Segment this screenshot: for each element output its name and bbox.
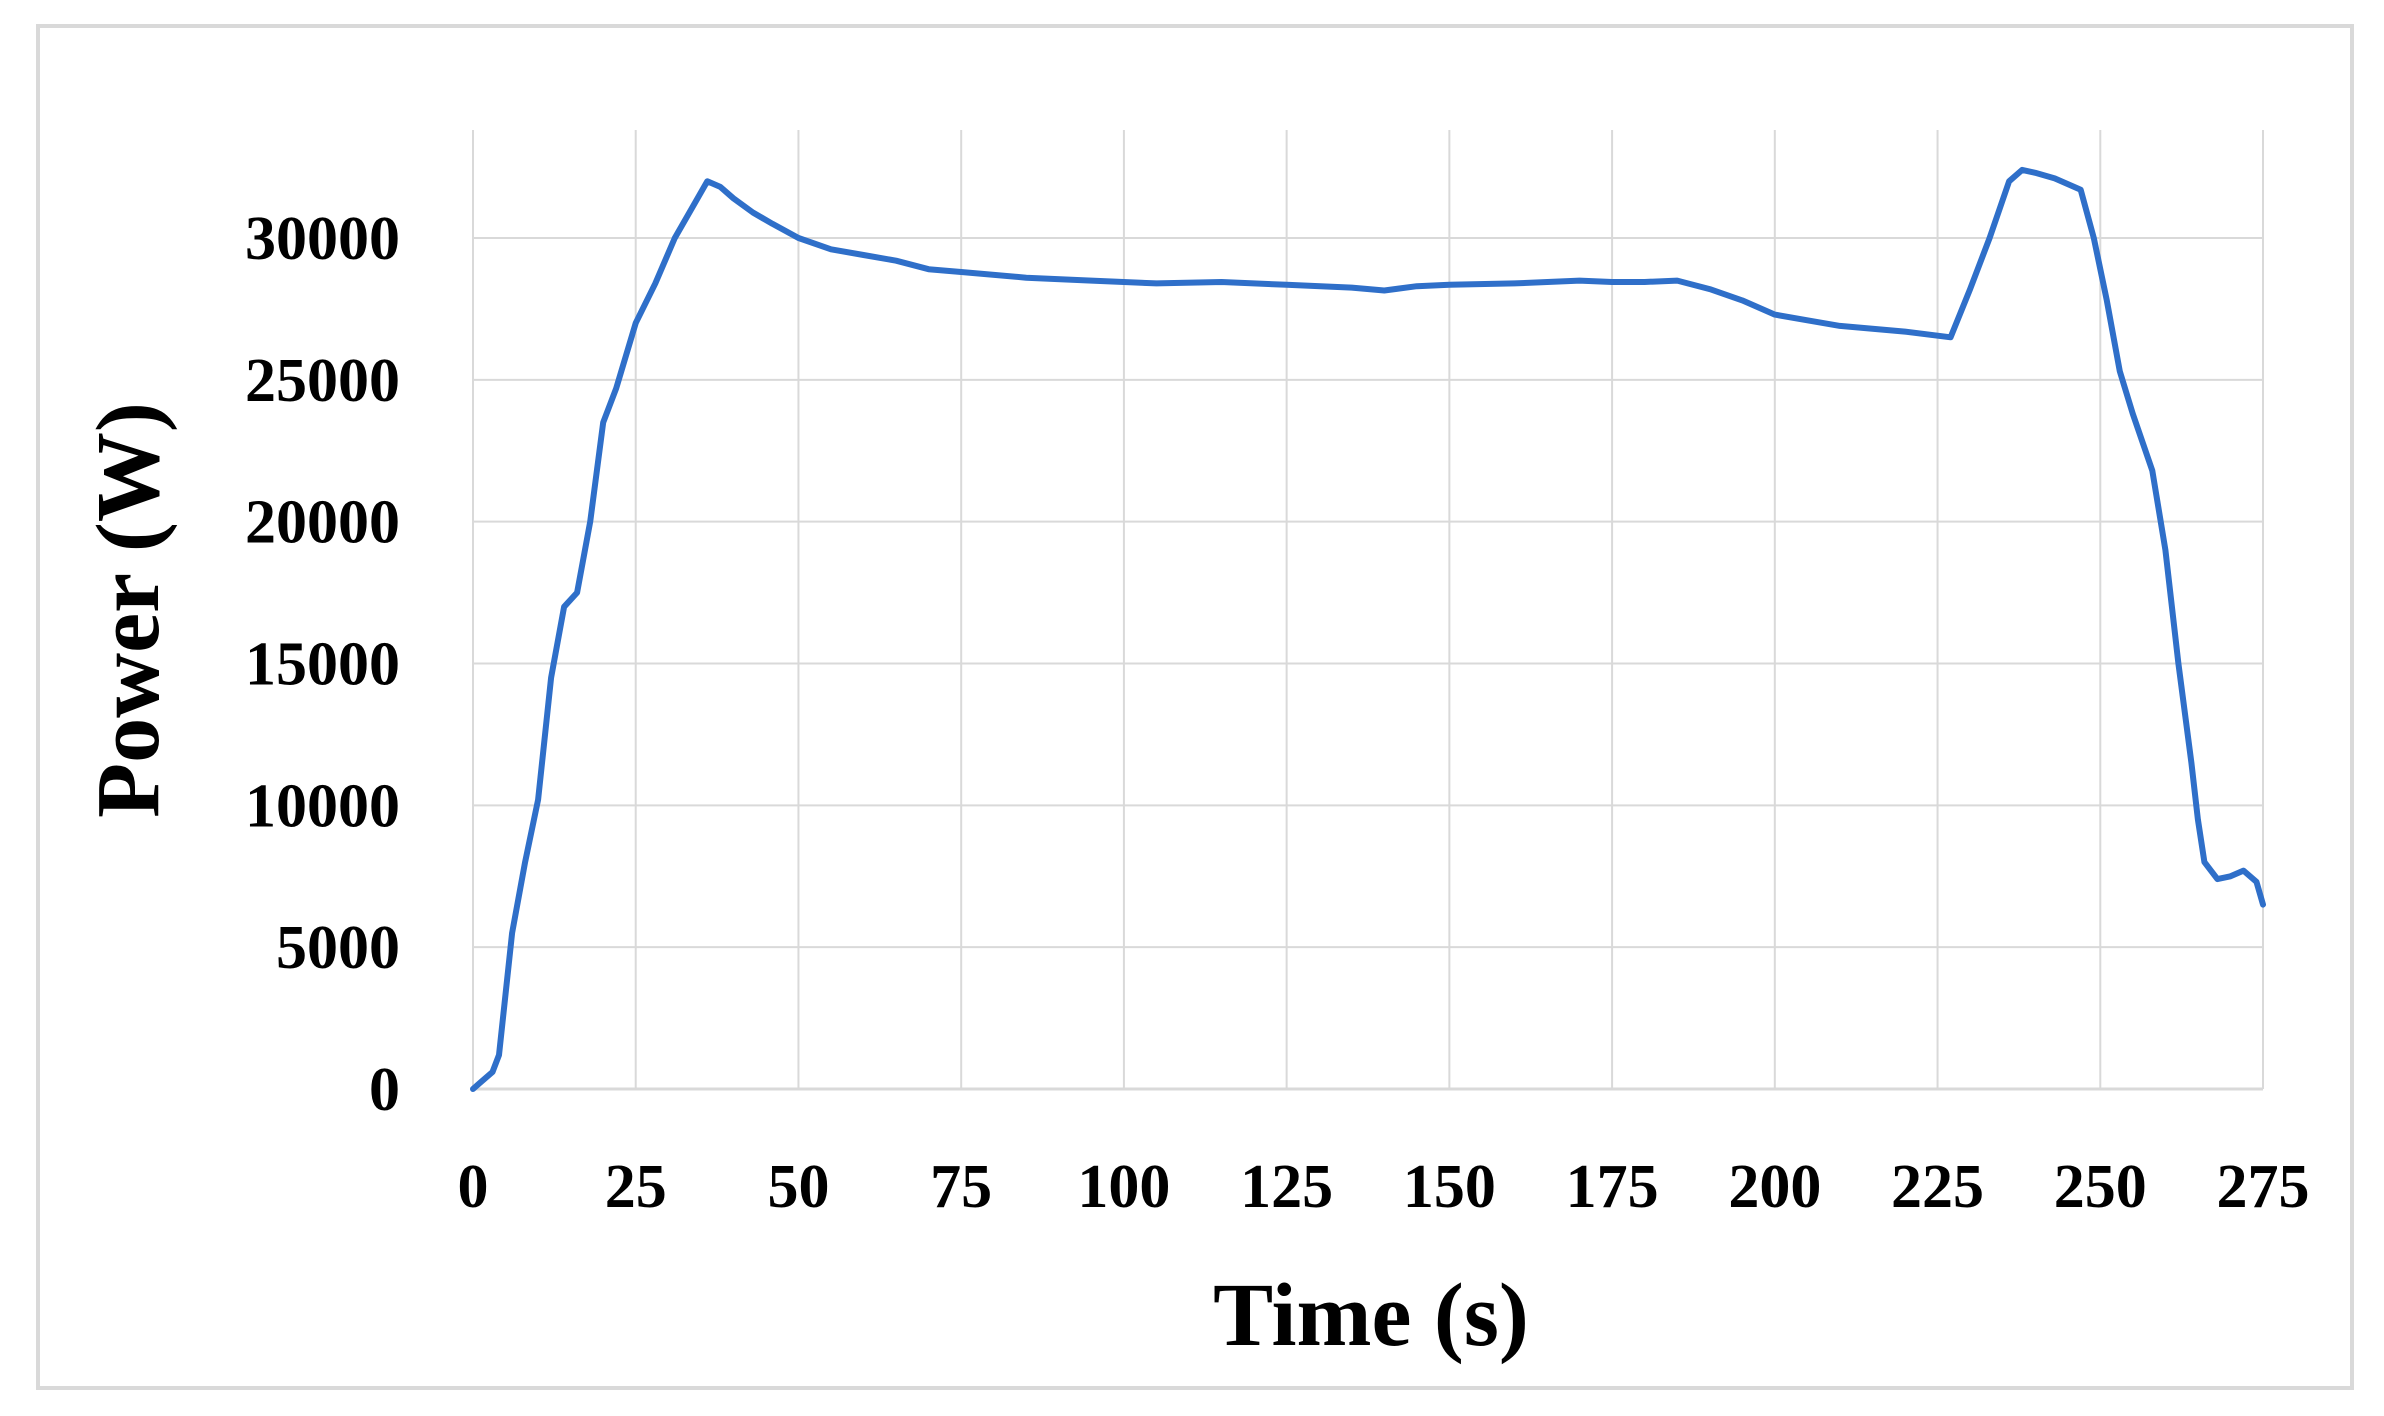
x-tick-label: 150 bbox=[1403, 1153, 1496, 1221]
chart-frame bbox=[36, 24, 2354, 1390]
x-tick-label: 225 bbox=[1891, 1153, 1984, 1221]
x-tick-label: 175 bbox=[1566, 1153, 1659, 1221]
y-tick-label: 10000 bbox=[245, 772, 400, 840]
y-gridlines bbox=[473, 237, 2263, 949]
x-gridlines bbox=[634, 130, 2102, 1089]
y-tick-labels: 0 5000 10000 15000 20000 25000 30000 bbox=[245, 205, 400, 1124]
x-tick-label: 100 bbox=[1077, 1153, 1170, 1221]
x-tick-label: 125 bbox=[1240, 1153, 1333, 1221]
y-tick-label: 5000 bbox=[276, 914, 400, 982]
y-tick-label: 0 bbox=[369, 1056, 400, 1124]
x-axis-title: Time (s) bbox=[1213, 1266, 1529, 1365]
x-tick-label: 200 bbox=[1728, 1153, 1821, 1221]
y-tick-label: 30000 bbox=[245, 205, 400, 273]
x-tick-labels: 0 25 50 75 100 125 150 175 200 225 250 275 bbox=[458, 1153, 2310, 1221]
y-tick-label: 20000 bbox=[245, 489, 400, 557]
x-tick-label: 0 bbox=[458, 1153, 489, 1221]
x-tick-label: 50 bbox=[767, 1153, 829, 1221]
power-series-line bbox=[470, 166, 2266, 1092]
axis-lines bbox=[472, 130, 2264, 1091]
y-tick-label: 25000 bbox=[245, 347, 400, 415]
y-axis-title: Power (W) bbox=[79, 402, 178, 818]
x-tick-label: 275 bbox=[2217, 1153, 2310, 1221]
x-tick-label: 250 bbox=[2054, 1153, 2147, 1221]
x-tick-label: 25 bbox=[605, 1153, 667, 1221]
x-tick-label: 75 bbox=[930, 1153, 992, 1221]
y-tick-label: 15000 bbox=[245, 631, 400, 699]
